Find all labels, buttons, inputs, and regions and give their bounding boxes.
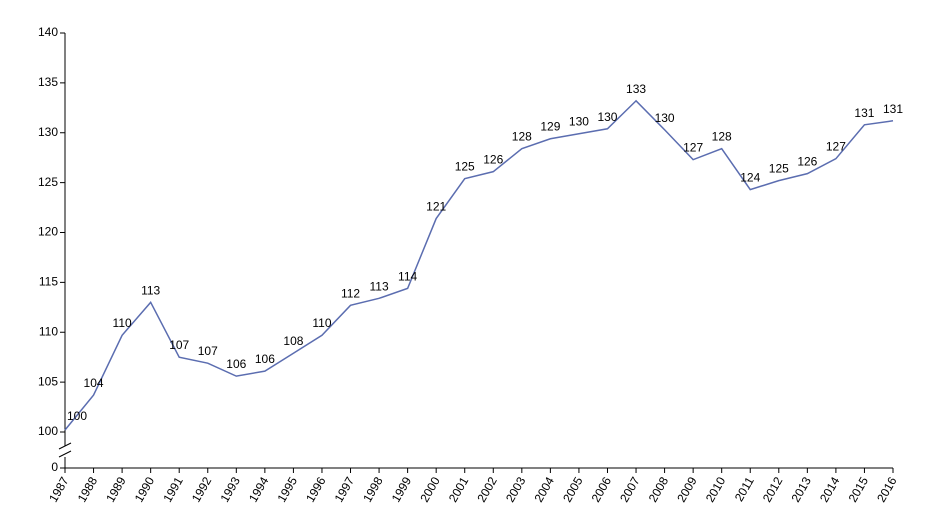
x-tick-label: 2016 [874,474,900,504]
x-tick-label: 2010 [703,474,729,504]
data-label: 107 [198,344,218,358]
data-label: 128 [512,130,532,144]
data-label: 113 [141,283,160,297]
x-tick-label: 1989 [103,474,129,504]
data-label: 127 [826,140,846,154]
data-label: 110 [312,316,331,330]
y-tick-label: 130 [38,125,58,139]
x-tick-label: 1997 [332,474,358,504]
axis-break [58,442,72,450]
data-label: 104 [84,376,104,390]
data-label: 130 [655,111,675,125]
x-tick-label: 2011 [732,474,757,504]
x-tick-label: 1992 [189,474,215,504]
data-label: 125 [769,162,789,176]
x-tick-label: 2008 [646,474,672,504]
x-tick-label: 2012 [760,474,786,504]
x-tick-label: 2007 [617,474,643,504]
x-tick-label: 1993 [217,474,243,504]
x-tick-label: 1998 [360,474,386,504]
data-label: 110 [113,316,132,330]
data-label: 133 [626,82,646,96]
data-label: 131 [883,102,903,116]
x-tick-label: 1987 [46,474,72,504]
y-tick-label: 100 [38,424,58,438]
x-tick-label: 1991 [160,474,186,504]
data-label: 121 [426,200,446,214]
data-label: 113 [369,279,388,293]
data-label: 124 [740,171,760,185]
y-tick-label: 115 [39,275,58,289]
x-tick-label: 2005 [560,474,586,504]
y-tick-label: 120 [38,225,58,239]
x-tick-label: 2004 [532,474,558,504]
x-tick-label: 2003 [503,474,529,504]
y-tick-label: 110 [39,324,58,338]
x-tick-label: 1988 [75,474,101,504]
y-tick-label: 105 [38,374,58,388]
y-tick-label: 0 [51,460,58,474]
x-tick-label: 2015 [846,474,872,504]
line [64,99,894,431]
data-label: 106 [226,357,246,371]
x-tick-label: 1999 [389,474,415,504]
x-tick-label: 1994 [246,474,272,504]
x-tick-label: 2013 [788,474,814,504]
x-tick-label: 1996 [303,474,329,504]
y-tick-label: 135 [38,75,58,89]
data-label: 108 [283,334,303,348]
data-label: 112 [341,286,360,300]
x-tick-label: 2001 [446,474,472,504]
data-label: 107 [169,338,189,352]
x-tick-label: 2000 [417,474,443,504]
data-label: 125 [455,160,475,174]
data-label: 130 [569,115,589,129]
data-label: 114 [398,269,417,283]
data-label: 129 [540,120,560,134]
y-tick-label: 140 [38,25,58,39]
data-label: 128 [712,130,732,144]
y-tick-label: 125 [38,175,58,189]
x-tick-label: 2009 [674,474,700,504]
data-label: 106 [255,352,275,366]
data-label: 126 [797,155,817,169]
data-label: 127 [683,141,703,155]
axis-break [58,450,72,458]
x-tick-label: 2002 [474,474,500,504]
data-label: 130 [597,110,617,124]
data-label: 131 [854,106,874,120]
x-tick-label: 2006 [589,474,615,504]
x-tick-label: 2014 [817,474,843,504]
data-label: 100 [67,409,87,423]
data-label: 126 [483,153,503,167]
x-tick-label: 1995 [275,474,301,504]
x-tick-label: 1990 [132,474,158,504]
